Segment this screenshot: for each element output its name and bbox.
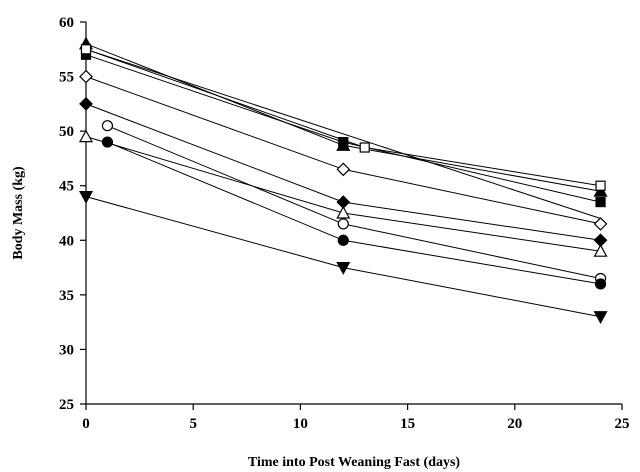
y-tick-label: 25 (59, 397, 74, 413)
data-point-s9-1 (78, 191, 94, 204)
data-point-s8-2 (337, 234, 349, 246)
data-point-s6-1 (78, 129, 94, 143)
data-point-s4-1 (79, 69, 93, 84)
x-tick-label: 15 (400, 416, 415, 432)
x-axis-title: Time into Post Weaning Fast (days) (248, 455, 461, 470)
x-tick-label: 10 (293, 416, 308, 432)
x-tick-label: 25 (615, 416, 630, 432)
data-point-s2-3 (595, 196, 606, 208)
data-point-s3-2 (359, 142, 370, 153)
data-point-s6-3 (593, 243, 608, 257)
data-point-s4-3 (593, 217, 608, 231)
y-tick-label: 55 (59, 70, 74, 86)
y-tick-label: 35 (59, 288, 74, 304)
y-tick-label: 50 (59, 124, 74, 140)
data-point-s2-2 (338, 136, 349, 148)
y-tick-label: 45 (59, 179, 74, 195)
data-point-s3-3 (595, 180, 606, 191)
data-point-s8-3 (594, 278, 607, 290)
series-line-7 (107, 125, 601, 279)
y-tick-label: 30 (59, 342, 74, 358)
data-point-s7-1 (101, 120, 114, 132)
series-line-6 (85, 136, 601, 252)
data-point-s9-3 (593, 311, 608, 324)
y-axis-title: Body Mass (kg) (11, 166, 26, 260)
data-point-s9-2 (336, 261, 351, 275)
x-tick-label: 0 (82, 416, 90, 432)
data-point-s3-1 (80, 44, 92, 55)
data-point-s5-1 (79, 97, 93, 111)
data-point-s4-2 (336, 162, 351, 177)
series-lines (85, 43, 601, 318)
y-ticks: 25 30 35 40 45 50 55 60 (59, 15, 86, 413)
series-markers (78, 36, 608, 324)
plot-area: 25 30 35 40 45 50 55 60 0 5 10 15 20 25 (59, 15, 630, 432)
x-tick-label: 5 (189, 416, 197, 432)
data-point-s8-1 (101, 136, 114, 148)
y-tick-label: 60 (59, 15, 74, 31)
series-line-10 (85, 48, 601, 219)
x-tick-label: 20 (507, 416, 522, 432)
x-ticks: 0 5 10 15 20 25 (82, 404, 630, 432)
data-point-s7-2 (337, 218, 349, 230)
y-tick-label: 40 (59, 233, 74, 249)
data-point-s6-2 (336, 205, 351, 219)
